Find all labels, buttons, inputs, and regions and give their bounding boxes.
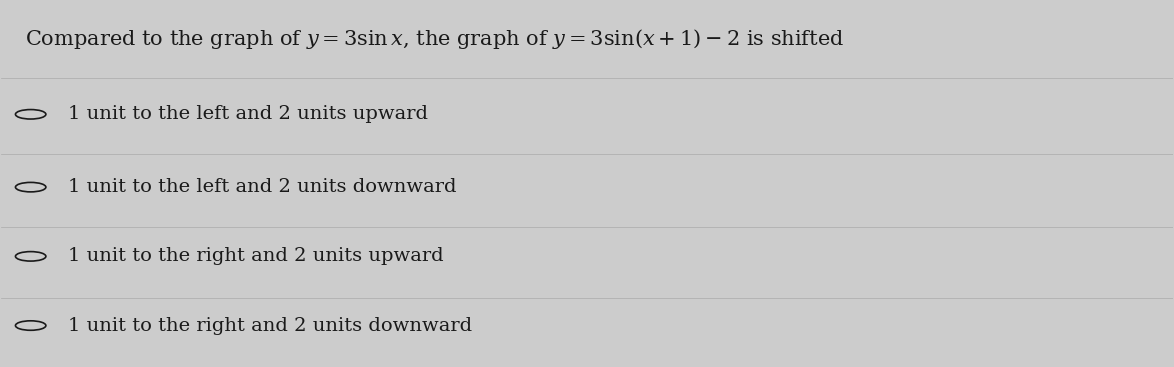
Text: 1 unit to the left and 2 units upward: 1 unit to the left and 2 units upward — [68, 105, 429, 123]
Text: Compared to the graph of $y = 3\sin x$, the graph of $y = 3\sin(x+1) - 2$ is shi: Compared to the graph of $y = 3\sin x$, … — [25, 27, 844, 51]
Text: 1 unit to the right and 2 units downward: 1 unit to the right and 2 units downward — [68, 317, 472, 335]
Text: 1 unit to the left and 2 units downward: 1 unit to the left and 2 units downward — [68, 178, 457, 196]
Text: 1 unit to the right and 2 units upward: 1 unit to the right and 2 units upward — [68, 247, 444, 265]
